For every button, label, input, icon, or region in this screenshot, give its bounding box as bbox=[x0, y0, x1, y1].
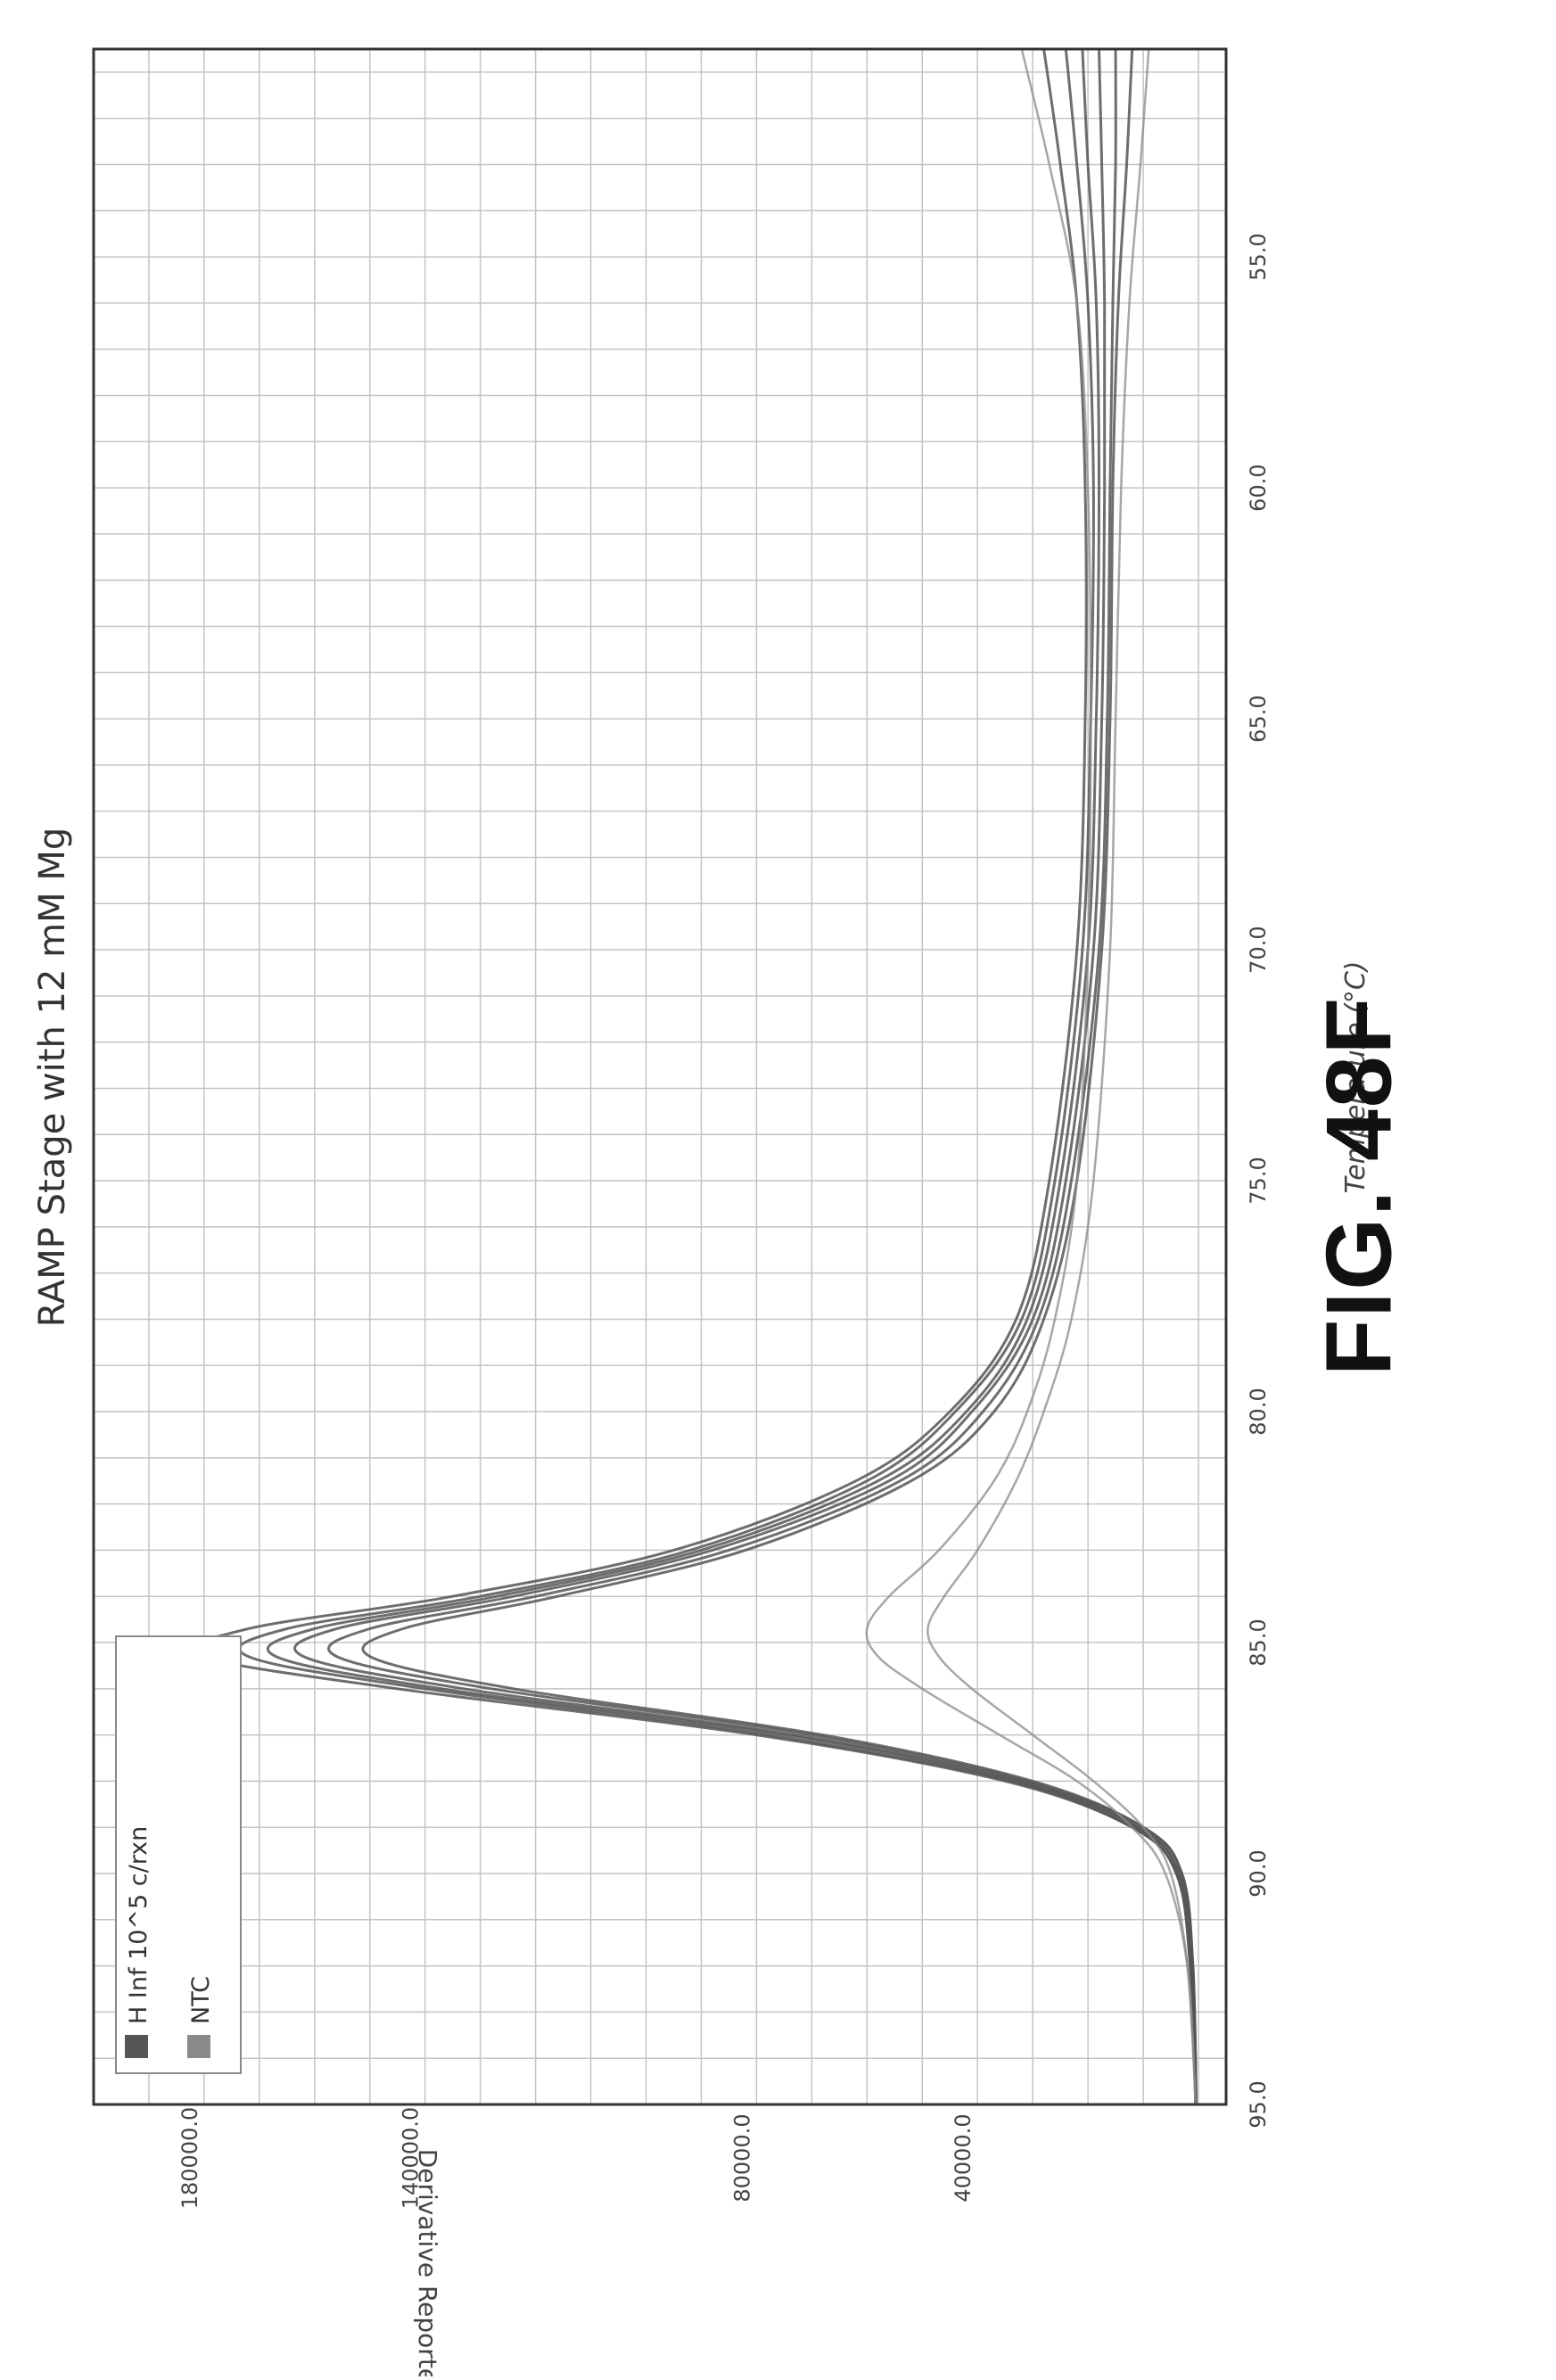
legend-label-ntc: NTC bbox=[187, 1976, 215, 2024]
series-line-ntc-1 bbox=[867, 49, 1196, 2104]
legend: H Inf 10^5 c/rxn NTC bbox=[116, 1636, 241, 2073]
x-tick-label: 70.0 bbox=[1246, 926, 1271, 973]
x-tick-label: 80.0 bbox=[1246, 1388, 1271, 1435]
x-tick-label: 55.0 bbox=[1246, 233, 1271, 280]
legend-swatch-ntc bbox=[187, 2035, 210, 2058]
x-tick-label: 65.0 bbox=[1246, 695, 1271, 742]
figure-label: FIG. 48F bbox=[1307, 996, 1413, 1376]
legend-label-h-inf: H Inf 10^5 c/rxn bbox=[125, 1826, 152, 2024]
x-tick-label: 85.0 bbox=[1246, 1618, 1271, 1666]
series-line-h-inf-2 bbox=[239, 49, 1196, 2104]
x-tick-label: 60.0 bbox=[1246, 464, 1271, 511]
x-tick-label: 90.0 bbox=[1246, 1849, 1271, 1897]
x-tick-label: 75.0 bbox=[1246, 1157, 1271, 1204]
y-tick-label: 180000.0 bbox=[177, 2107, 202, 2210]
legend-swatch-h-inf bbox=[125, 2035, 148, 2058]
chart-title: RAMP Stage with 12 mM Mg bbox=[32, 828, 73, 1327]
y-tick-label: 40000.0 bbox=[951, 2113, 976, 2202]
y-tick-label: 80000.0 bbox=[729, 2113, 754, 2202]
y-axis-label: Derivative Reporter (-Rn') bbox=[413, 2149, 442, 2376]
x-tick-label: 95.0 bbox=[1246, 2080, 1271, 2128]
series-line-h-inf-1 bbox=[194, 49, 1196, 2104]
